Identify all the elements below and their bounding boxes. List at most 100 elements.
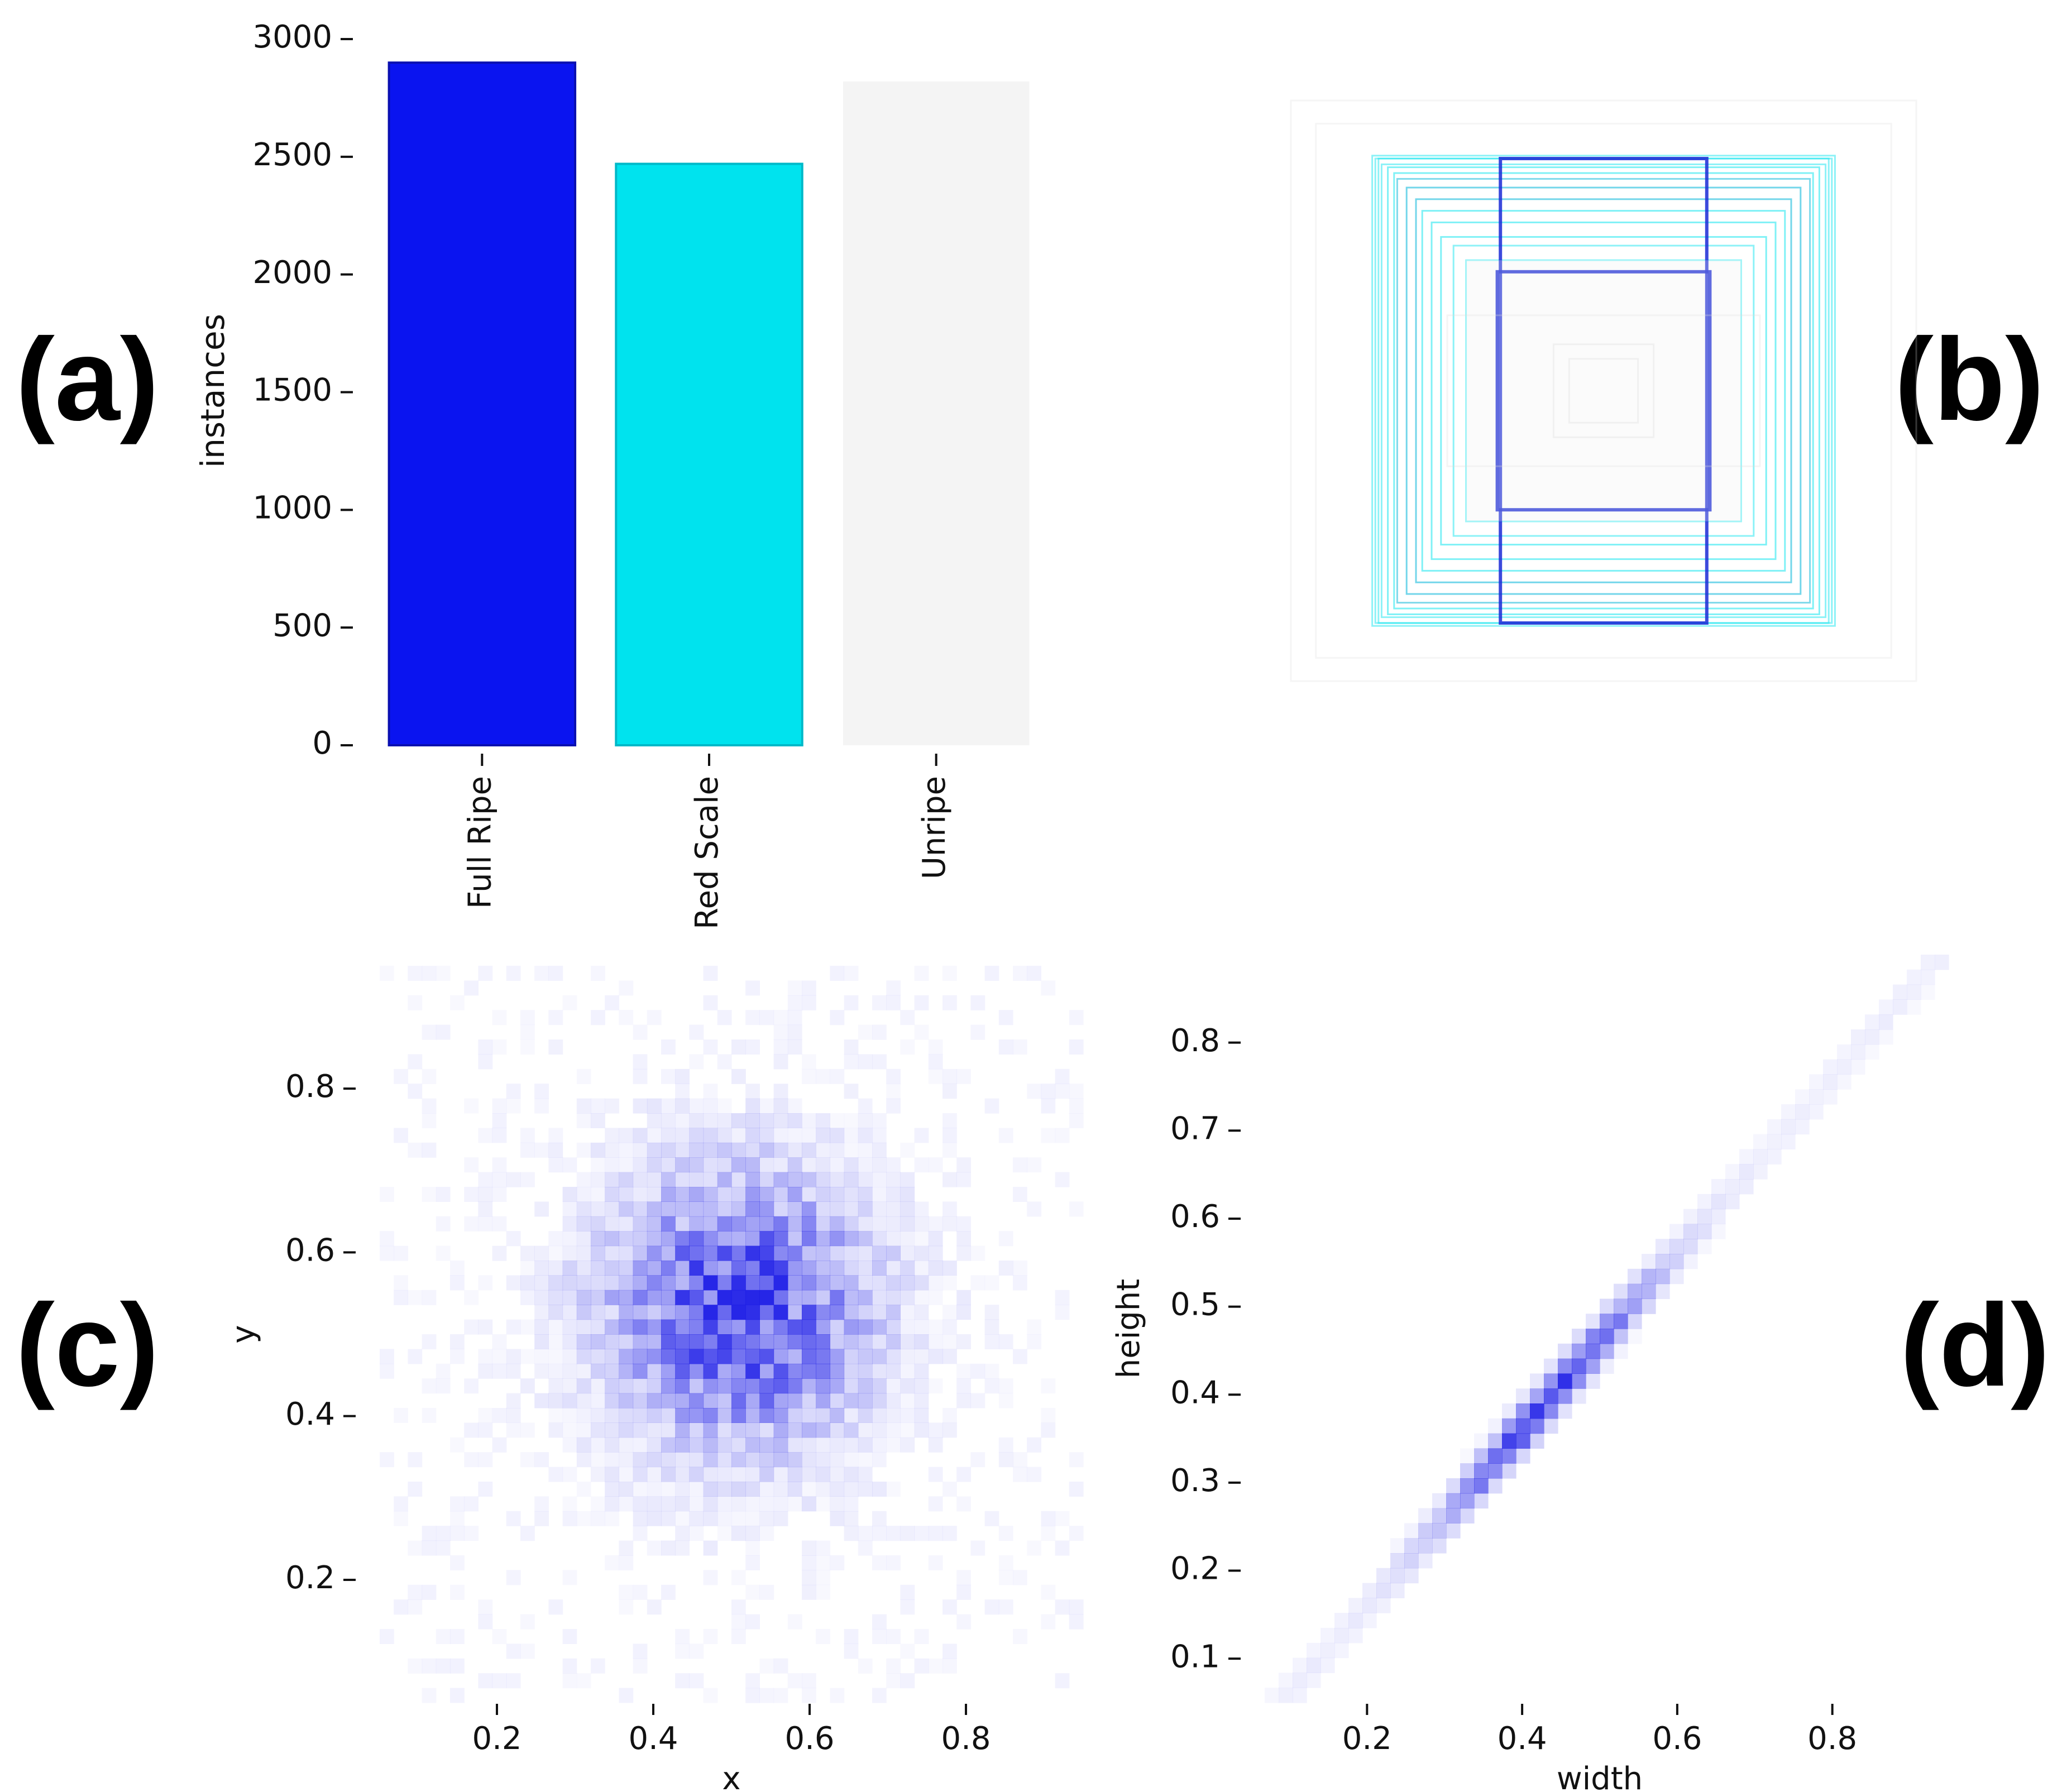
- heatmap-cell: [1069, 1482, 1084, 1497]
- heatmap-cell: [1865, 1044, 1879, 1060]
- heatmap-cell: [872, 1216, 887, 1232]
- heatmap-cell: [1642, 1254, 1656, 1269]
- heatmap-cell: [830, 1231, 845, 1247]
- heatmap-cell: [816, 1290, 830, 1305]
- heatmap-cell: [647, 1467, 662, 1482]
- heatmap-cell: [661, 1275, 676, 1291]
- heatmap-cell: [872, 1172, 887, 1187]
- heatmap-cell: [745, 1408, 760, 1423]
- heatmap-cell: [787, 1437, 802, 1453]
- heatmap-cell: [759, 1511, 774, 1526]
- heatmap-cell: [1474, 1463, 1489, 1479]
- heatmap-cell: [759, 1437, 774, 1453]
- heatmap-cell: [619, 1187, 634, 1202]
- heatmap-cell: [900, 1378, 915, 1394]
- heatmap-cell: [886, 1275, 901, 1291]
- heatmap-cell: [844, 1231, 859, 1247]
- heatmap-cell: [816, 1422, 830, 1438]
- heatmap-cell: [1055, 1128, 1070, 1143]
- heatmap-cell: [731, 1526, 746, 1541]
- heatmap-cell: [731, 1467, 746, 1482]
- heatmap-cell: [717, 1526, 732, 1541]
- heatmap-cell: [1837, 1059, 1852, 1075]
- heatmap-cell: [591, 1334, 605, 1349]
- heatmap-cell: [506, 1349, 521, 1364]
- heatmap-cell: [773, 1290, 788, 1305]
- heatmap-cell: [900, 1319, 915, 1335]
- heatmap-cell: [1474, 1448, 1489, 1464]
- heatmap-cell: [858, 1201, 873, 1217]
- heatmap-cell: [1628, 1268, 1642, 1285]
- heatmap-cell: [661, 1128, 676, 1143]
- heatmap-cell: [787, 1187, 802, 1202]
- heatmap-cell: [900, 1349, 915, 1364]
- heatmap-cell: [506, 1422, 521, 1438]
- heatmap-cell: [408, 1584, 423, 1600]
- heatmap-cell: [717, 1231, 732, 1247]
- heatmap-cell: [576, 1378, 591, 1394]
- heatmap-cell: [915, 1025, 929, 1040]
- heatmap-cell: [422, 1658, 437, 1674]
- heatmap-cell: [689, 1305, 704, 1320]
- heatmap-cell: [548, 1363, 563, 1379]
- heatmap-cell: [802, 980, 816, 996]
- heatmap-cell: [675, 1452, 690, 1468]
- heatmap-cell: [1907, 984, 1921, 1000]
- heatmap-cell: [577, 1482, 591, 1497]
- heatmap-cell: [759, 1245, 774, 1261]
- heatmap-cell: [956, 1305, 971, 1320]
- heatmap-cell: [661, 1113, 676, 1128]
- heatmap-cell: [619, 1261, 634, 1276]
- heatmap-cell: [1027, 966, 1041, 981]
- heatmap-cell: [1628, 1283, 1642, 1299]
- heatmap-cell: [675, 1128, 690, 1143]
- heatmap-cell: [759, 1349, 774, 1364]
- heatmap-cell: [731, 1614, 746, 1630]
- heatmap-cell: [661, 1098, 676, 1114]
- heatmap-cell: [886, 995, 901, 1010]
- heatmap-cell: [1013, 1349, 1027, 1364]
- heatmap-cell: [886, 1319, 901, 1335]
- heatmap-cell: [478, 1408, 492, 1423]
- heatmap-cell: [689, 1054, 704, 1069]
- heatmap-cell: [1530, 1433, 1544, 1449]
- heatmap-cell: [872, 1024, 887, 1040]
- heatmap-cell: [802, 1128, 816, 1143]
- heatmap-cell: [647, 1201, 662, 1217]
- heatmap-cell: [661, 1319, 676, 1335]
- heatmap-cell: [1027, 1201, 1041, 1217]
- heatmap-cell: [520, 1039, 535, 1055]
- heatmap-cell: [984, 1511, 999, 1526]
- heatmap-cell: [619, 1422, 634, 1438]
- panel-label-a: (a): [16, 314, 159, 445]
- heatmap-cell: [1572, 1343, 1586, 1359]
- heatmap-cell: [759, 1261, 774, 1276]
- heatmap-cell: [943, 1201, 957, 1217]
- x-axis-label: width: [1557, 1761, 1643, 1792]
- heatmap-cell: [745, 1084, 760, 1099]
- heatmap-cell: [633, 1187, 648, 1202]
- heatmap-cell: [1725, 1179, 1740, 1195]
- heatmap-cell: [858, 1363, 873, 1379]
- heatmap-cell: [900, 1010, 915, 1026]
- heatmap-cell: [844, 1275, 859, 1291]
- heatmap-cell: [1027, 1467, 1041, 1482]
- heatmap-cell: [802, 1275, 816, 1291]
- heatmap-cell: [703, 1393, 718, 1408]
- heatmap-cell: [872, 995, 887, 1010]
- heatmap-cell: [998, 1599, 1013, 1615]
- heatmap-cell: [731, 1334, 746, 1349]
- heatmap-cell: [914, 1408, 929, 1423]
- heatmap-cell: [830, 1437, 845, 1453]
- heatmap-cell: [956, 1393, 971, 1408]
- heatmap-cell: [872, 1688, 887, 1703]
- heatmap-cell: [1711, 1209, 1726, 1224]
- heatmap-cell: [450, 1275, 465, 1291]
- heatmap-cell: [675, 1437, 690, 1453]
- bbox-density-fill: [1466, 260, 1742, 521]
- heatmap-cell: [745, 1128, 760, 1143]
- heatmap-cell: [408, 1054, 423, 1070]
- heatmap-cell: [773, 1098, 788, 1114]
- heatmap-cell: [436, 1540, 451, 1556]
- heatmap-cell: [816, 1187, 830, 1202]
